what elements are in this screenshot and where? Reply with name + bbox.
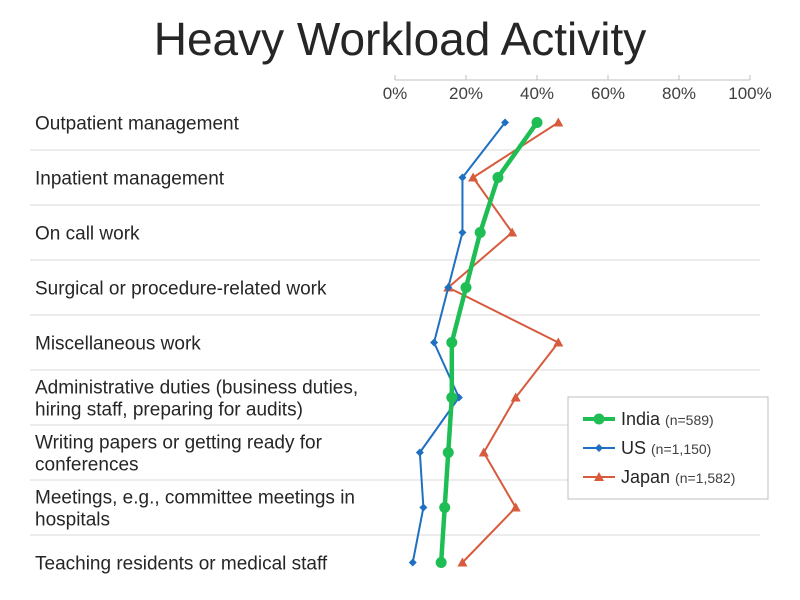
legend-marker-japan: [594, 472, 604, 481]
data-point-us: [458, 228, 467, 237]
x-tick-label: 80%: [662, 84, 696, 103]
data-point-japan: [553, 117, 564, 127]
category-label: Surgical or procedure-related work: [35, 279, 327, 300]
data-point-japan: [468, 172, 479, 182]
legend-series-n: (n=1,150): [651, 441, 711, 457]
legend-series-n: (n=589): [665, 412, 714, 428]
category-label: On call work: [35, 224, 140, 245]
x-tick-label: 0%: [383, 84, 408, 103]
data-point-india: [460, 282, 472, 293]
x-tick-label: 40%: [520, 84, 554, 103]
data-point-india: [442, 447, 454, 458]
x-tick-label: 100%: [728, 84, 771, 103]
category-label: Meetings, e.g., committee meetings in: [35, 488, 355, 509]
category-label: Outpatient management: [35, 114, 240, 135]
data-point-india: [435, 557, 447, 568]
data-point-india: [531, 117, 543, 128]
legend-marker-us: [595, 444, 603, 452]
legend-series-name: India: [621, 409, 665, 429]
category-label: hospitals: [35, 510, 110, 531]
category-label: Writing papers or getting ready for: [35, 433, 323, 454]
category-label: Miscellaneous work: [35, 334, 201, 355]
category-label: hiring staff, preparing for audits): [35, 400, 303, 421]
legend-series-name: US: [621, 438, 651, 458]
chart-title: Heavy Workload Activity: [153, 13, 647, 65]
category-label: conferences: [35, 455, 139, 476]
series-line-us: [411, 121, 506, 563]
data-point-japan: [510, 502, 521, 512]
legend-label-us: US (n=1,150): [621, 438, 711, 458]
legend-series-name: Japan: [621, 467, 675, 487]
data-point-japan: [478, 447, 489, 457]
category-label: Inpatient management: [35, 169, 225, 190]
data-point-japan: [457, 557, 468, 567]
legend-label-india: India (n=589): [621, 409, 714, 429]
category-label: Teaching residents or medical staff: [35, 554, 328, 575]
data-point-us: [415, 448, 424, 457]
data-point-japan: [553, 337, 564, 347]
data-point-us: [458, 173, 467, 182]
data-point-india: [446, 337, 458, 348]
data-point-japan: [510, 392, 521, 402]
series-line-japan: [447, 121, 560, 564]
data-point-us: [501, 118, 510, 127]
data-point-india: [474, 227, 486, 238]
category-label: Administrative duties (business duties,: [35, 378, 358, 399]
data-point-us: [430, 338, 439, 347]
data-point-japan: [507, 227, 518, 237]
legend-marker-india: [593, 413, 605, 425]
legend-label-japan: Japan (n=1,582): [621, 467, 735, 487]
data-point-us: [419, 503, 428, 512]
data-point-us: [408, 558, 417, 567]
x-tick-label: 20%: [449, 84, 483, 103]
legend-series-n: (n=1,582): [675, 470, 735, 486]
data-point-us: [444, 283, 453, 292]
x-tick-label: 60%: [591, 84, 625, 103]
data-point-india: [492, 172, 504, 183]
data-point-india: [446, 392, 458, 403]
data-point-india: [439, 502, 451, 513]
